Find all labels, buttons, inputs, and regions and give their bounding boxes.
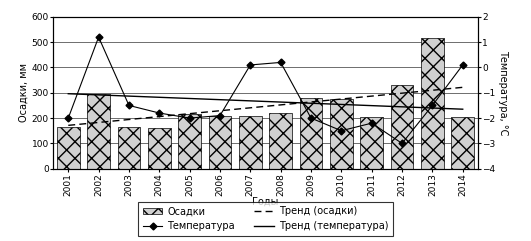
Bar (451, 117, 474, 169)
Bar (117, 127, 140, 169)
Y-axis label: Осадки, мм: Осадки, мм (19, 63, 29, 122)
Bar (148, 128, 170, 169)
Bar (330, 99, 353, 169)
Bar (209, 116, 232, 169)
Bar (299, 98, 322, 169)
Legend: Осадки, Температура, Тренд (осадки), Тренд (температура): Осадки, Температура, Тренд (осадки), Тре… (138, 201, 393, 236)
Bar (239, 116, 262, 169)
Y-axis label: Температура, °С: Температура, °С (498, 50, 508, 135)
Bar (87, 94, 110, 169)
Bar (178, 114, 201, 169)
X-axis label: Годы: Годы (252, 197, 279, 207)
Bar (57, 127, 80, 169)
Bar (269, 113, 292, 169)
Bar (391, 85, 414, 169)
Bar (421, 38, 444, 169)
Bar (361, 117, 383, 169)
